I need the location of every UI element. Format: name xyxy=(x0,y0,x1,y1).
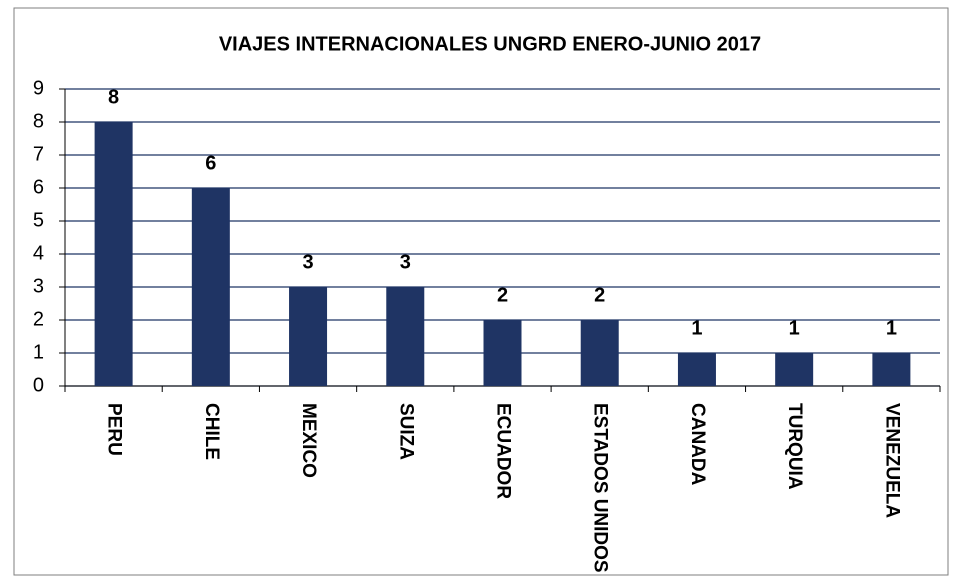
y-tick-label: 1 xyxy=(33,341,44,363)
y-tick-label: 5 xyxy=(33,209,44,231)
bar xyxy=(289,287,328,386)
x-tick-label: MEXICO xyxy=(298,403,319,478)
x-tick-label: PERU xyxy=(104,403,125,456)
data-label: 2 xyxy=(497,284,508,306)
y-tick-label: 8 xyxy=(33,110,44,132)
data-label: 1 xyxy=(789,317,800,339)
x-tick-label: SUIZA xyxy=(395,403,416,460)
y-tick-label: 9 xyxy=(33,77,44,99)
bar xyxy=(94,122,133,386)
data-label: 8 xyxy=(108,86,119,108)
data-label: 2 xyxy=(594,284,605,306)
bar xyxy=(580,320,619,386)
data-label: 1 xyxy=(691,317,702,339)
y-tick-label: 0 xyxy=(33,374,44,396)
bar xyxy=(483,320,522,386)
bar xyxy=(191,188,230,386)
x-tick-label: VENEZUELA xyxy=(881,403,902,518)
bar xyxy=(386,287,425,386)
bar xyxy=(872,353,911,386)
bar xyxy=(677,353,716,386)
bar xyxy=(775,353,814,386)
chart-frame xyxy=(13,7,949,576)
y-tick-label: 6 xyxy=(33,176,44,198)
y-tick-label: 3 xyxy=(33,275,44,297)
y-tick-label: 4 xyxy=(33,242,44,264)
x-tick-label: ESTADOS UNIDOS xyxy=(590,403,611,573)
data-label: 3 xyxy=(302,251,313,273)
y-tick-label: 7 xyxy=(33,143,44,165)
data-label: 1 xyxy=(886,317,897,339)
x-tick-label: TURQUIA xyxy=(784,403,805,490)
x-tick-label: CHILE xyxy=(201,403,222,460)
chart-title: VIAJES INTERNACIONALES UNGRD ENERO-JUNIO… xyxy=(219,33,761,55)
y-tick-label: 2 xyxy=(33,308,44,330)
x-tick-label: CANADA xyxy=(687,403,708,486)
data-label: 3 xyxy=(400,251,411,273)
data-label: 6 xyxy=(205,152,216,174)
x-tick-label: ECUADOR xyxy=(492,403,513,499)
